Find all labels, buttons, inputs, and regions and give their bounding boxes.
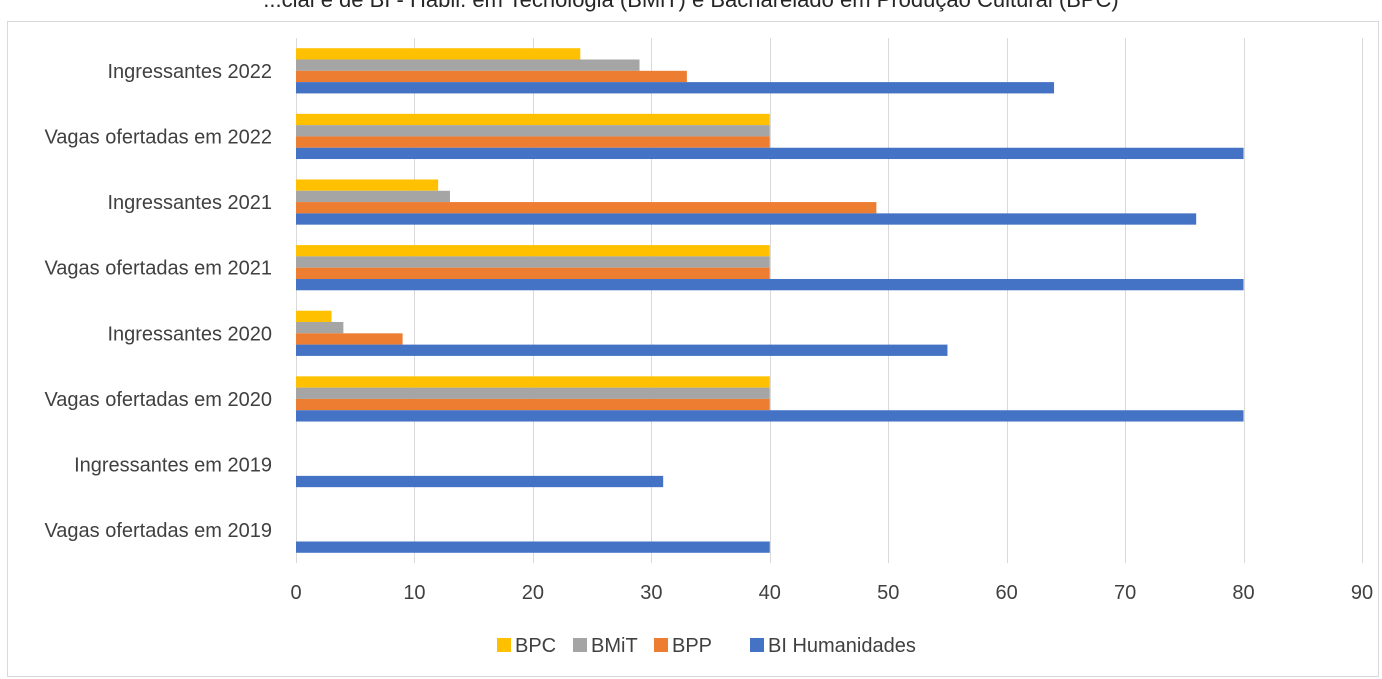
category-label-ingressantes-em-2019: Ingressantes em 2019 [74,455,272,477]
bars [296,48,1244,553]
bar-bi-humanidades-ingressantes-2022 [296,82,1055,94]
bar-bpp-vagas-ofertadas-em-2022 [296,136,770,148]
bar-bpc-ingressantes-2020 [296,310,332,323]
category-label-vagas-ofertadas-em-2021: Vagas ofertadas em 2021 [44,258,272,280]
bar-bi-humanidades-ingressantes-2020 [296,344,948,356]
chart-title: ...cial e de BI - Habil. em Tecnologia (… [0,0,1382,13]
legend-label-bpp: BPP [672,635,712,657]
bar-bpp-vagas-ofertadas-em-2021 [296,267,770,279]
bar-bpp-vagas-ofertadas-em-2020 [296,398,770,411]
bar-bmit-vagas-ofertadas-em-2022 [296,125,770,137]
x-tick-label-30: 30 [640,582,662,604]
x-axis-tick-labels: 0 10 20 30 40 50 60 70 80 90 [290,582,1373,604]
x-tick-label-90: 90 [1351,582,1373,604]
legend-label-bi-humanidades: BI Humanidades [768,635,916,657]
category-label-vagas-ofertadas-em-2022: Vagas ofertadas em 2022 [44,126,272,148]
bar-bpp-ingressantes-2022 [296,70,687,83]
legend-swatch-bpc [497,638,511,652]
legend-label-bpc: BPC [515,635,556,657]
bar-bi-humanidades-ingressantes-2021 [296,213,1197,225]
bar-bmit-ingressantes-2021 [296,190,450,203]
legend-swatch-bpp [654,638,668,652]
category-label-vagas-ofertadas-em-2019: Vagas ofertadas em 2019 [44,520,272,542]
x-tick-label-60: 60 [996,582,1018,604]
bar-bmit-vagas-ofertadas-em-2020 [296,387,770,399]
bar-bmit-ingressantes-2022 [296,59,640,71]
x-tick-label-10: 10 [403,582,425,604]
x-tick-label-0: 0 [290,582,301,604]
legend: BPC BMiT BPP BI Humanidades [497,635,916,657]
bar-bpc-ingressantes-2021 [296,179,439,191]
category-labels: Ingressantes 2022 Vagas ofertadas em 2022… [44,61,272,542]
category-label-ingressantes-2022: Ingressantes 2022 [107,61,272,83]
bar-bpp-ingressantes-2021 [296,202,877,214]
x-tick-label-20: 20 [522,582,544,604]
legend-swatch-bi-humanidades [750,638,764,652]
x-tick-label-50: 50 [877,582,899,604]
bar-bmit-vagas-ofertadas-em-2021 [296,256,770,268]
bar-bi-humanidades-ingressantes-em-2019 [296,475,664,488]
bar-bi-humanidades-vagas-ofertadas-em-2021 [296,278,1244,291]
bar-bi-humanidades-vagas-ofertadas-em-2022 [296,147,1244,160]
bar-bpc-vagas-ofertadas-em-2022 [296,113,770,126]
bar-bmit-ingressantes-2020 [296,322,344,334]
bar-bi-humanidades-vagas-ofertadas-em-2019 [296,541,770,553]
category-label-vagas-ofertadas-em-2020: Vagas ofertadas em 2020 [44,389,272,411]
bar-bi-humanidades-vagas-ofertadas-em-2020 [296,410,1244,422]
bar-bpc-vagas-ofertadas-em-2020 [296,376,770,388]
bar-bpc-vagas-ofertadas-em-2021 [296,245,770,257]
legend-label-bmit: BMiT [591,635,638,657]
bar-bpc-ingressantes-2022 [296,48,581,60]
category-label-ingressantes-2021: Ingressantes 2021 [107,192,272,214]
chart-area-border [7,21,1379,677]
x-tick-label-70: 70 [1114,582,1136,604]
x-tick-label-40: 40 [759,582,781,604]
category-label-ingressantes-2020: Ingressantes 2020 [107,323,272,345]
x-tick-label-80: 80 [1232,582,1254,604]
legend-swatch-bmit [573,638,587,652]
bar-bpp-ingressantes-2020 [296,333,403,345]
